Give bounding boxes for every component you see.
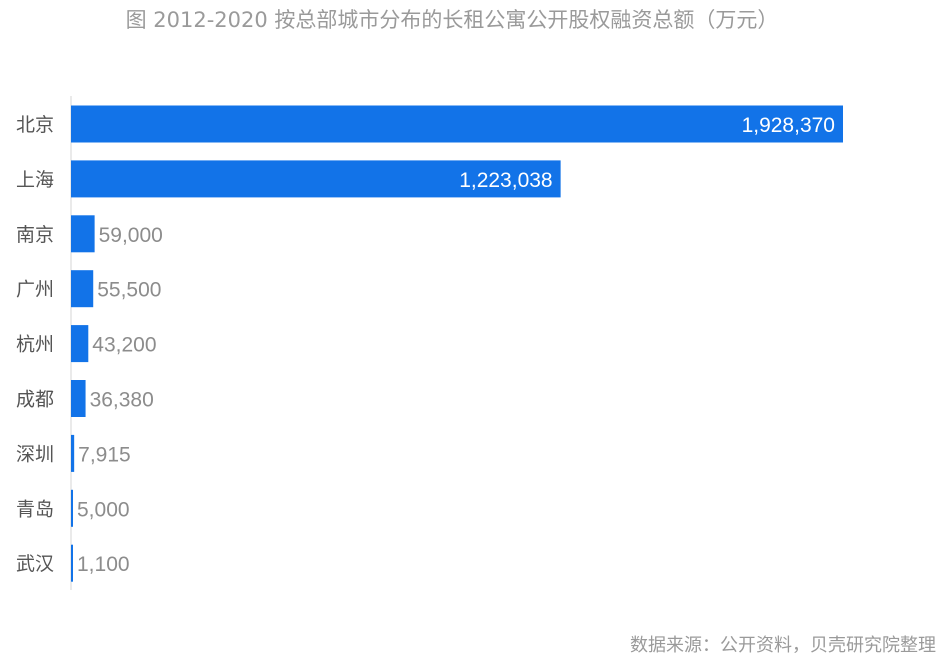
category-label: 成都 [16,389,54,411]
category-label: 上海 [16,169,54,191]
bar [71,489,74,527]
bar [71,270,94,308]
value-label: 59,000 [99,224,163,247]
value-label: 55,500 [97,279,161,302]
category-label: 青岛 [16,498,54,520]
value-label: 7,915 [78,443,131,466]
value-label: 36,380 [90,389,154,412]
bar [71,215,95,253]
bar [71,325,89,363]
category-label: 武汉 [16,553,54,575]
bar [71,434,75,472]
category-label: 深圳 [16,443,54,465]
category-label: 杭州 [16,334,54,356]
value-label: 1,928,370 [742,114,835,137]
category-label: 北京 [16,114,54,136]
value-label: 1,100 [77,553,130,576]
source-note: 数据来源：公开资料，贝壳研究院整理 [630,635,936,656]
category-label: 南京 [16,224,54,246]
bar [71,544,73,582]
bars-group: 北京 1,928,370 上海 1,223,038 南京 59,000 广州 55,500 杭州… [16,105,843,582]
value-label: 5,000 [77,498,130,521]
bar [71,380,86,417]
value-label: 43,200 [92,334,156,357]
chart-title: 图 2012-2020 按总部城市分布的长租公寓公开股权融资总额（万元） [125,8,779,32]
bar [71,160,561,198]
bar [71,105,843,143]
category-label: 广州 [16,279,54,301]
value-label: 1,223,038 [459,169,552,192]
